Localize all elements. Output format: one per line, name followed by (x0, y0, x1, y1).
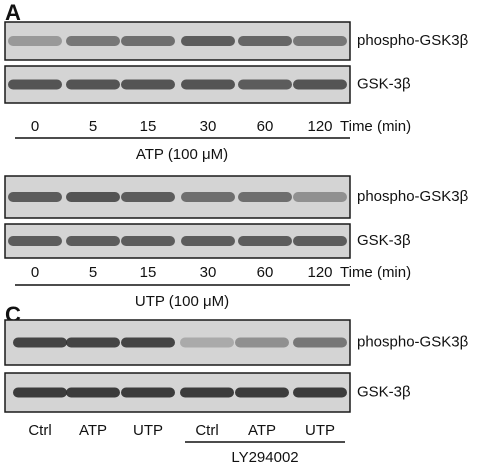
lane-label: UTP (133, 422, 163, 439)
lane-axis-label: Time (min) (340, 264, 411, 281)
band (121, 236, 175, 246)
band (181, 236, 235, 246)
lane-label: 15 (140, 264, 157, 281)
blot (4, 175, 351, 219)
band (121, 36, 175, 46)
band (13, 387, 67, 398)
band (121, 79, 175, 90)
band (238, 79, 292, 90)
band (293, 36, 347, 46)
band (8, 36, 62, 46)
lane-axis-label: Time (min) (340, 118, 411, 135)
lane-label: ATP (79, 422, 107, 439)
lane-label: ATP (248, 422, 276, 439)
lane-label: 120 (307, 118, 332, 135)
band (66, 79, 120, 90)
lane-label: 15 (140, 118, 157, 135)
lane-label: 60 (257, 264, 274, 281)
blot (4, 21, 351, 61)
blot-label: GSK-3β (357, 232, 411, 249)
lane-label: 60 (257, 118, 274, 135)
band (181, 192, 235, 202)
band (235, 387, 289, 398)
band (293, 192, 347, 202)
blot-label: phospho-GSK3β (357, 333, 469, 350)
band (293, 236, 347, 246)
band (121, 192, 175, 202)
band (66, 236, 120, 246)
treatment-label: UTP (100 μM) (135, 293, 229, 310)
band (180, 337, 234, 348)
band (293, 79, 347, 90)
lane-label: 5 (89, 264, 97, 281)
lane-label: 5 (89, 118, 97, 135)
band (66, 192, 120, 202)
treatment-label: ATP (100 μM) (136, 146, 228, 163)
lane-label: 30 (200, 118, 217, 135)
band (121, 337, 175, 348)
band (66, 337, 120, 348)
lane-label: Ctrl (28, 422, 51, 439)
blot (4, 65, 351, 104)
lane-label: Ctrl (195, 422, 218, 439)
band (181, 79, 235, 90)
blot-label: GSK-3β (357, 383, 411, 400)
lane-label: UTP (305, 422, 335, 439)
band (293, 387, 347, 398)
band (238, 236, 292, 246)
band (8, 79, 62, 90)
band (13, 337, 67, 348)
treatment-label: LY294002 (231, 449, 298, 464)
blot-label: phospho-GSK3β (357, 32, 469, 49)
band (235, 337, 289, 348)
panel-label: A (5, 0, 21, 25)
blot-label: GSK-3β (357, 75, 411, 92)
blot-label: phospho-GSK3β (357, 188, 469, 205)
lane-label: 0 (31, 264, 39, 281)
band (238, 36, 292, 46)
band (8, 236, 62, 246)
band (66, 36, 120, 46)
lane-label: 120 (307, 264, 332, 281)
band (180, 387, 234, 398)
lane-label: 0 (31, 118, 39, 135)
band (121, 387, 175, 398)
band (181, 36, 235, 46)
band (8, 192, 62, 202)
band (66, 387, 120, 398)
lane-label: 30 (200, 264, 217, 281)
band (238, 192, 292, 202)
blot (4, 223, 351, 259)
band (293, 337, 347, 348)
